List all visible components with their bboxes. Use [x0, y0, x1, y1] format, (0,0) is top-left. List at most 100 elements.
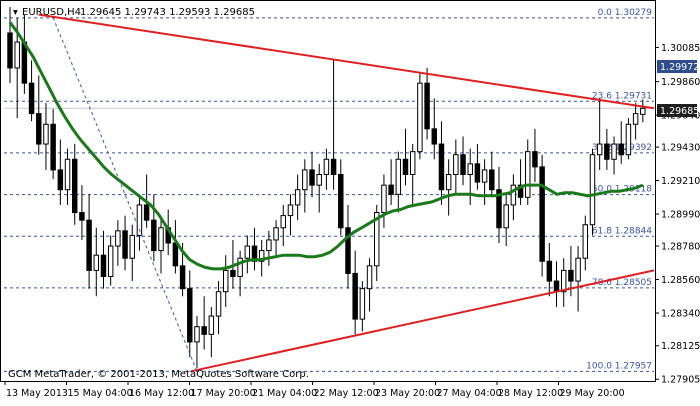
symbol-header: ▾ EURUSD,H4 1.29645 1.29743 1.29593 1.29… [13, 7, 255, 18]
moving-average-line [8, 21, 644, 271]
candle-bear [474, 163, 481, 183]
time-tick-label: 27 May 04:00 [437, 388, 502, 399]
candle-bull [244, 245, 251, 259]
candle-bull [359, 288, 366, 320]
copyright-text: GCM MetaTrader, © 2001-2013, MetaQuotes … [8, 369, 309, 380]
candle-bull [409, 151, 416, 175]
candle-bear [151, 219, 157, 252]
price-tick-label: 1.30085 [661, 43, 700, 54]
candle-bull [280, 215, 286, 229]
candle-bull [64, 158, 71, 191]
candle-bear [604, 143, 610, 160]
candle-bear [438, 143, 445, 191]
candle-bear [496, 189, 502, 229]
candle-bear [424, 82, 430, 130]
candle-bear [345, 227, 351, 274]
symbol-label: EURUSD,H4 [22, 7, 81, 18]
candle-bull [107, 245, 114, 277]
candle-bull [294, 189, 301, 206]
time-tick-label: 15 May 04:00 [68, 388, 133, 399]
fib-level-label: 100.0 1.27957 [586, 361, 652, 371]
candle-bull [208, 315, 215, 335]
candle-bear [352, 272, 358, 320]
candle-bear [143, 204, 150, 221]
time-tick-label: 29 May 20:00 [560, 388, 625, 399]
candle-bull [366, 265, 373, 290]
candle-bull [395, 158, 402, 195]
candle-bull [93, 254, 100, 271]
fib-retracement-levels[interactable] [4, 17, 654, 372]
candle-bear [187, 288, 193, 343]
candle-bull [223, 269, 229, 293]
candle-bear [50, 123, 56, 171]
candle-bull [115, 230, 121, 247]
candle-bear [28, 82, 35, 115]
candle-bull [582, 224, 589, 259]
candle-bull [129, 234, 135, 259]
time-tick-label: 13 May 2013 [6, 388, 68, 399]
candle-bear [309, 169, 315, 186]
candles [7, 7, 646, 368]
fib-level-label: 0.0 1.30279 [598, 8, 653, 18]
candle-bear [489, 169, 495, 191]
candle-bear [201, 326, 207, 335]
time-tick-label: 22 May 12:00 [314, 388, 379, 399]
candle-bull [273, 227, 279, 241]
candle-bear [172, 242, 179, 267]
fib-level-label: 61.8 1.28844 [592, 226, 652, 236]
candle-bull [525, 151, 531, 198]
candle-bear [532, 151, 538, 168]
candle-bear [330, 158, 337, 175]
candle-bull [316, 173, 322, 186]
descending-trendline [38, 13, 655, 110]
price-tick-label: 1.28125 [661, 341, 700, 352]
candle-bull [596, 143, 603, 156]
svg-text:1.29972: 1.29972 [660, 62, 699, 73]
candle-bull [445, 173, 452, 191]
price-axis: 1.300851.298601.296401.294301.292101.289… [655, 43, 700, 386]
candle-bull [374, 212, 380, 267]
candle-bull [632, 113, 639, 125]
candle-bull [560, 269, 567, 293]
candle-bull [381, 184, 387, 214]
candle-bull [575, 257, 581, 282]
candle-bear [338, 173, 344, 229]
candle-bear [517, 184, 524, 198]
candle-bear [431, 128, 437, 145]
candle-bull [14, 41, 20, 69]
candle-bear [57, 169, 64, 191]
price-tick-label: 1.27905 [661, 375, 700, 386]
ascending-trendline [190, 269, 655, 373]
price-tick-label: 1.28780 [661, 242, 700, 253]
candle-bear [388, 184, 394, 195]
candle-bull [194, 326, 200, 343]
current-price-tag: 1.29685 [657, 104, 699, 117]
trendlines[interactable] [38, 13, 655, 373]
candle-bull [287, 204, 294, 217]
candle-bull [467, 163, 473, 175]
candle-bear [460, 154, 466, 175]
candle-bear [122, 230, 128, 259]
time-tick-label: 16 May 12:00 [129, 388, 194, 399]
svg-text:1.29685: 1.29685 [660, 106, 699, 117]
candle-bull [136, 204, 143, 236]
candle-bull [237, 257, 243, 277]
candle-bear [251, 245, 258, 262]
candle-bull [589, 154, 596, 226]
price-tick-label: 1.28990 [661, 210, 700, 221]
candle-bull [417, 82, 423, 153]
candle-bear [7, 32, 13, 69]
candle-bear [546, 260, 553, 282]
fib-level-label: 23.6 1.29731 [592, 91, 652, 101]
candle-bear [36, 113, 42, 145]
candle-bear [402, 158, 409, 175]
candle-bear [179, 265, 186, 290]
candle-bear [539, 166, 545, 262]
fib-level-label: 78.6 1.28505 [592, 278, 652, 288]
candle-bear [79, 212, 85, 221]
symbol-icon: ▾ [13, 7, 18, 18]
price-tick-label: 1.29430 [661, 143, 700, 154]
candle-bull [158, 227, 164, 252]
